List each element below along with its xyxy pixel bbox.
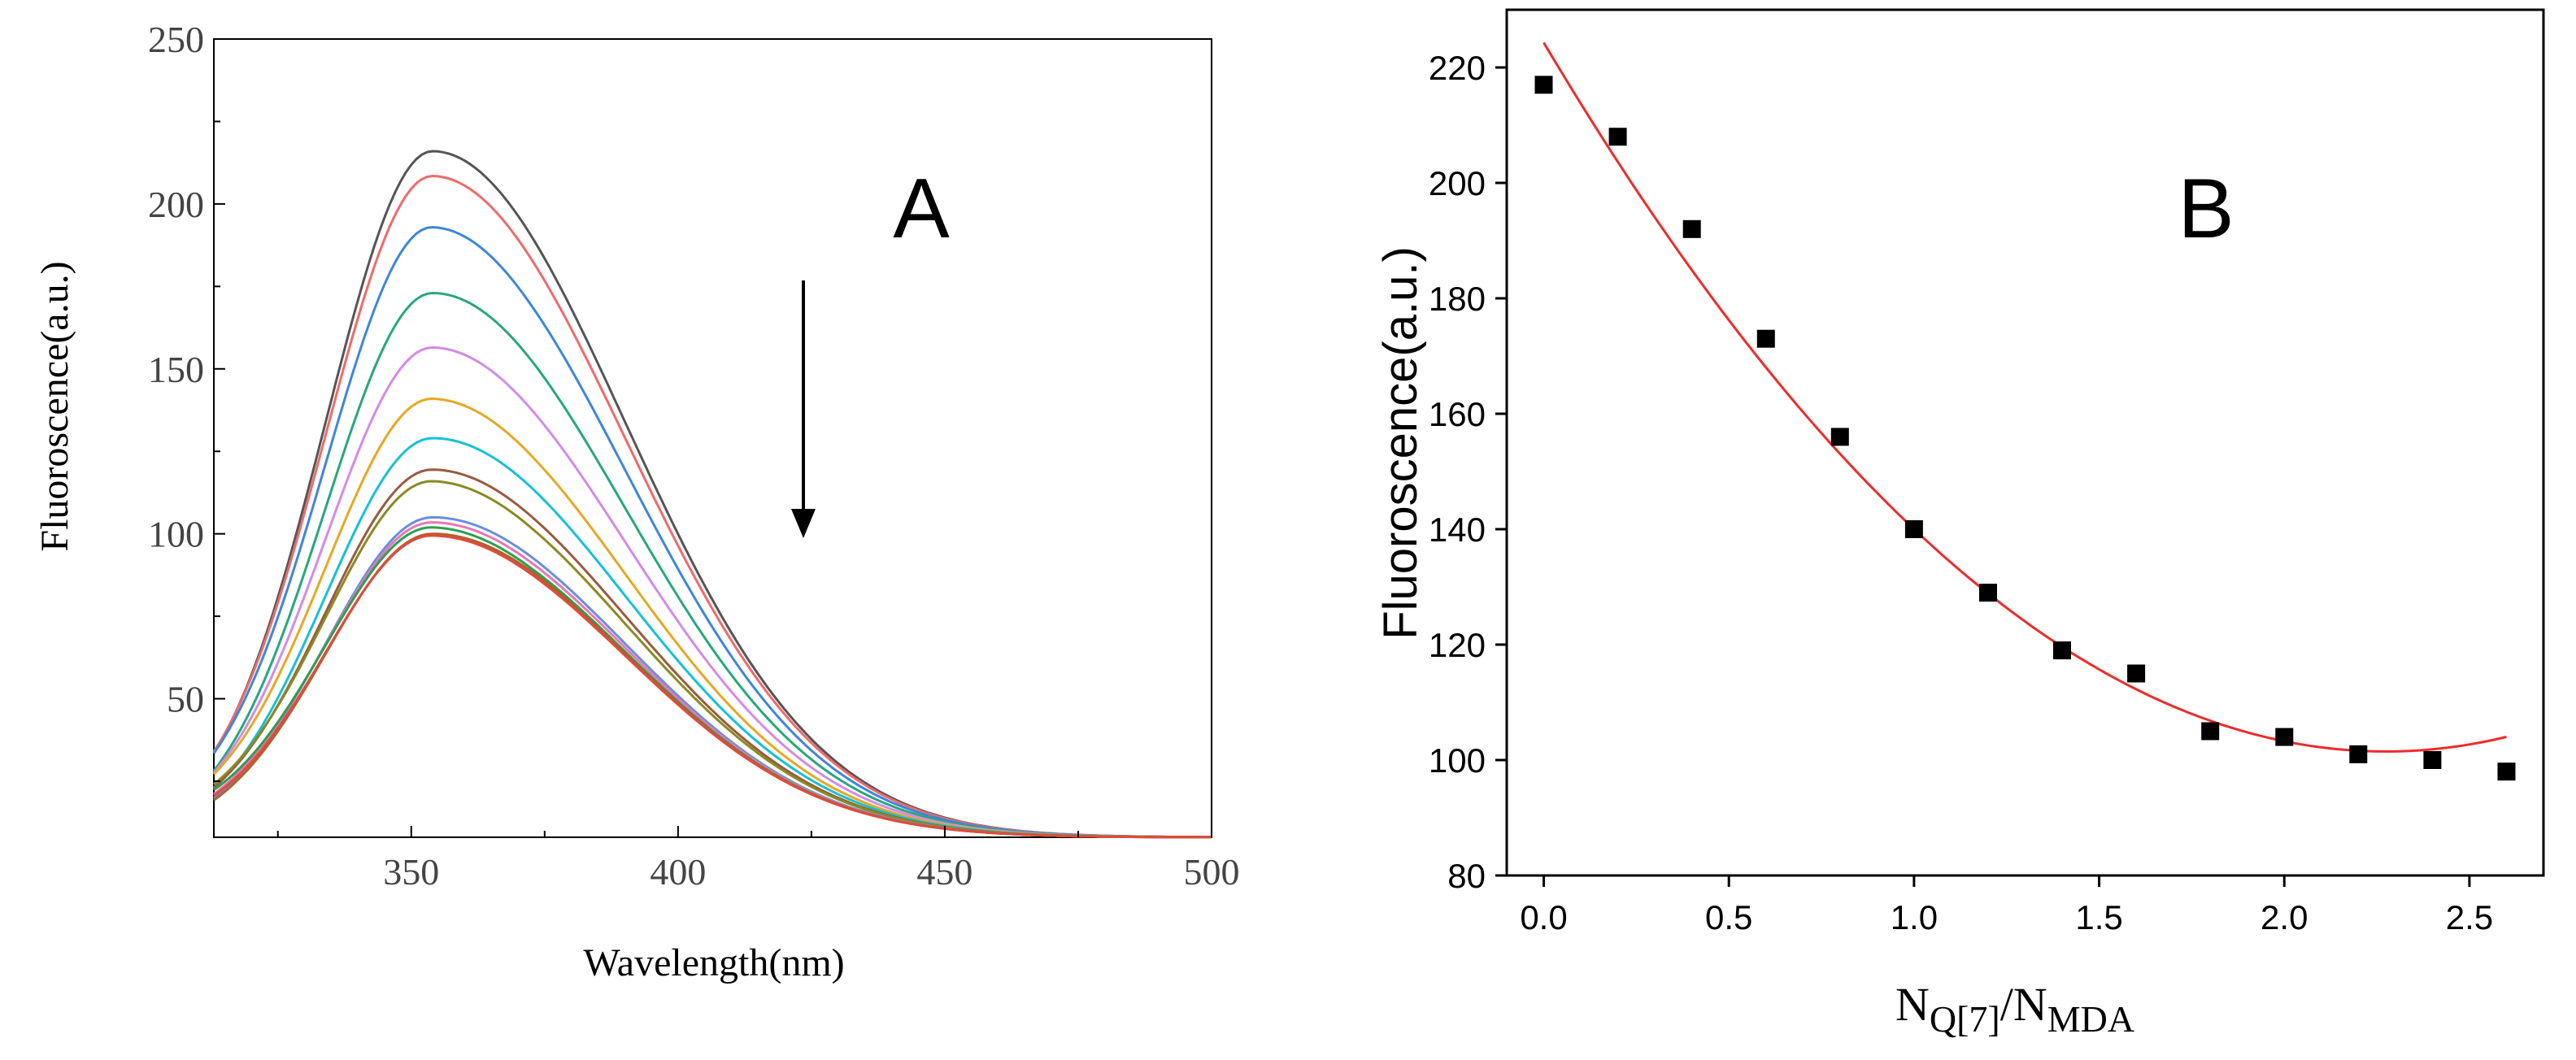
panel-b-y-tick-label: 160 bbox=[1429, 395, 1486, 433]
panel-a-spectrum-line bbox=[214, 228, 1212, 837]
panel-b-x-tick-label: 0.0 bbox=[1520, 898, 1567, 936]
panel-b-data-point bbox=[2127, 665, 2145, 683]
panel-b-data-point bbox=[2201, 723, 2219, 741]
panel-b-data-point bbox=[2053, 641, 2071, 659]
panel-b-data-point bbox=[1979, 584, 1997, 602]
panel-a-spectrum-line bbox=[214, 470, 1212, 837]
panel-a: 50 100 150 200 250 350 400 450 500 A Wavelength… bbox=[33, 19, 1240, 984]
panel-b-x-tick-label: 2.5 bbox=[2446, 898, 2493, 936]
panel-b-y-tick-label: 200 bbox=[1429, 164, 1486, 202]
panel-b-label: B bbox=[2178, 162, 2234, 256]
panel-a-y-tick-label: 50 bbox=[167, 679, 204, 720]
panel-b-data-point bbox=[1683, 220, 1701, 238]
panel-b-y-tick-label: 80 bbox=[1447, 857, 1486, 895]
panel-b-data-point bbox=[2275, 728, 2293, 746]
panel-b-data-point bbox=[2423, 751, 2441, 769]
panel-b: 80 100 120 140 160 180 200 220 0.0 0.5 1.0 1.5 2.0 2… bbox=[1374, 10, 2543, 1040]
panel-a-y-tick-label: 250 bbox=[148, 19, 204, 60]
figure: 50 100 150 200 250 350 400 450 500 A Wavelength… bbox=[0, 0, 2576, 1056]
panel-b-y-tick-label: 180 bbox=[1429, 280, 1486, 318]
panel-b-x-tick-label: 1.0 bbox=[1891, 898, 1938, 936]
panel-a-spectrum-line bbox=[214, 176, 1212, 837]
panel-a-spectrum-line bbox=[214, 481, 1212, 837]
panel-b-data-points bbox=[1535, 76, 2516, 780]
panel-a-x-tick-label: 450 bbox=[916, 851, 973, 893]
panel-b-y-tick-label: 120 bbox=[1429, 626, 1486, 664]
panel-a-x-label: Wavelength(nm) bbox=[583, 941, 844, 984]
panel-a-spectrum-line bbox=[214, 293, 1212, 837]
panel-b-x-axis: 0.0 0.5 1.0 1.5 2.0 2.5 bbox=[1520, 875, 2493, 936]
panel-b-data-point bbox=[1535, 76, 1553, 93]
panel-b-y-axis: 80 100 120 140 160 180 200 220 bbox=[1429, 49, 1507, 895]
panel-a-y-tick-label: 100 bbox=[148, 514, 204, 555]
figure-svg: 50 100 150 200 250 350 400 450 500 A Wavelength… bbox=[0, 0, 2576, 1056]
panel-b-data-point bbox=[1757, 330, 1775, 348]
panel-b-x-tick-label: 2.0 bbox=[2261, 898, 2308, 936]
panel-a-spectrum-line bbox=[214, 528, 1212, 837]
panel-a-y-tick-label: 200 bbox=[148, 184, 204, 225]
panel-a-label: A bbox=[893, 162, 950, 256]
panel-a-down-arrow bbox=[791, 280, 816, 538]
panel-b-y-tick-label: 140 bbox=[1429, 510, 1486, 549]
panel-b-data-point bbox=[2349, 745, 2367, 763]
panel-a-y-label: Fluoroscence(a.u.) bbox=[33, 261, 76, 551]
panel-b-y-tick-label: 220 bbox=[1429, 49, 1486, 87]
panel-b-data-point bbox=[1831, 428, 1849, 445]
panel-b-y-label: Fluoroscence(a.u.) bbox=[1374, 246, 1427, 640]
panel-a-spectrum-line bbox=[214, 523, 1212, 837]
panel-a-x-tick-label: 400 bbox=[650, 851, 706, 893]
panel-b-data-point bbox=[1609, 128, 1627, 146]
panel-b-data-point bbox=[2498, 762, 2516, 780]
panel-a-spectrum-line bbox=[214, 399, 1212, 837]
panel-a-spectra bbox=[214, 151, 1212, 837]
panel-b-y-tick-label: 100 bbox=[1429, 741, 1486, 780]
panel-a-x-tick-label: 350 bbox=[383, 851, 439, 893]
panel-b-x-label: NQ[7]/NMDA bbox=[1895, 978, 2134, 1040]
panel-a-spectrum-line bbox=[214, 517, 1212, 837]
panel-a-y-tick-label: 150 bbox=[148, 349, 204, 390]
panel-b-plot-frame bbox=[1507, 10, 2543, 875]
panel-a-x-tick-label: 500 bbox=[1184, 851, 1240, 893]
panel-b-x-tick-label: 0.5 bbox=[1705, 898, 1752, 936]
panel-a-spectrum-line bbox=[214, 438, 1212, 837]
panel-b-fit-curve bbox=[1544, 43, 2507, 752]
panel-b-data-point bbox=[1905, 520, 1923, 538]
panel-b-x-tick-label: 1.5 bbox=[2075, 898, 2122, 936]
